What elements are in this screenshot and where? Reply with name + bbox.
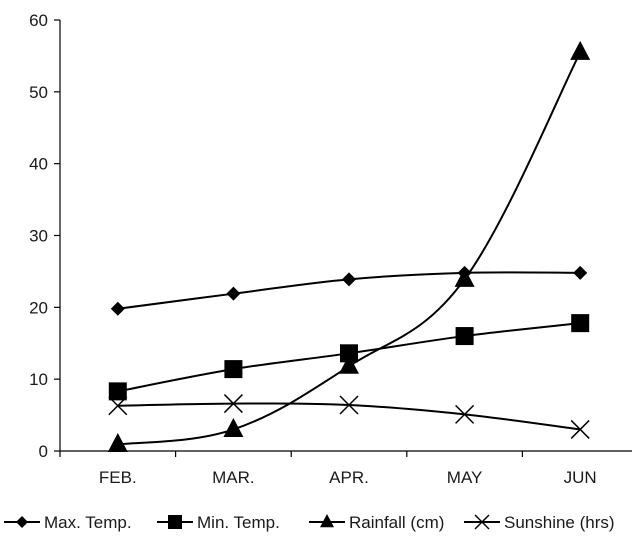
legend-label: Min. Temp. <box>197 513 280 532</box>
x-marker-stroke <box>108 396 128 416</box>
x-tick-label: MAY <box>447 468 483 487</box>
legend-label: Sunshine (hrs) <box>504 513 615 532</box>
x-tick-label: MAR. <box>212 468 255 487</box>
diamond-marker <box>110 301 125 316</box>
series-rainfall-cm <box>107 40 591 453</box>
square-marker <box>571 314 590 333</box>
x-tick-label: APR. <box>329 468 369 487</box>
x-marker-stroke <box>455 404 475 424</box>
legend-item: Sunshine (hrs) <box>464 513 615 532</box>
y-tick-label: 30 <box>29 227 48 246</box>
square-marker <box>108 382 127 401</box>
series-group <box>107 40 591 453</box>
legend-label: Rainfall (cm) <box>349 513 444 532</box>
triangle-marker <box>339 354 359 374</box>
legend-item: Min. Temp. <box>157 513 280 532</box>
series-line <box>117 402 581 431</box>
square-marker <box>224 360 243 379</box>
y-tick-label: 0 <box>39 442 48 461</box>
x-marker <box>570 419 590 439</box>
series-sunshine-hrs <box>108 394 590 439</box>
y-tick-label: 10 <box>29 370 48 389</box>
y-tick-label: 40 <box>29 155 48 174</box>
diamond-marker <box>573 265 588 280</box>
series-line <box>117 51 582 446</box>
diamond-marker <box>342 272 356 287</box>
y-tick-label: 20 <box>29 298 48 317</box>
legend-item: Rainfall (cm) <box>309 513 444 532</box>
y-tick-label: 50 <box>29 83 48 102</box>
x-marker <box>339 395 359 415</box>
x-marker-stroke <box>570 419 590 439</box>
x-marker <box>223 394 243 414</box>
triangle-marker <box>320 513 334 528</box>
x-marker <box>108 396 128 416</box>
x-marker <box>474 514 490 530</box>
x-axis-ticks: FEB. MAR. APR. MAY JUN <box>59 451 597 487</box>
legend: Max. Temp. Min. Temp. Rainfall (cm) Sunshin… <box>4 513 615 532</box>
legend-label: Max. Temp. <box>44 513 132 532</box>
diamond-marker <box>226 286 241 301</box>
x-marker <box>455 404 475 424</box>
x-tick-label: JUN <box>564 468 597 487</box>
x-marker-stroke <box>223 394 243 414</box>
y-axis-ticks: 0 10 20 30 40 50 60 <box>29 11 60 461</box>
square-marker <box>168 515 182 529</box>
square-marker <box>455 327 474 346</box>
diamond-marker <box>16 516 28 528</box>
x-tick-label: FEB. <box>99 468 137 487</box>
triangle-marker <box>223 417 244 437</box>
triangle-marker <box>570 40 591 60</box>
triangle-marker <box>454 267 475 287</box>
legend-item: Max. Temp. <box>4 513 132 532</box>
x-marker-stroke <box>474 514 490 530</box>
x-marker-stroke <box>339 395 359 415</box>
square-marker <box>340 344 358 363</box>
y-tick-label: 60 <box>29 11 48 30</box>
series-min-temp <box>108 314 590 401</box>
triangle-marker <box>107 433 128 453</box>
series-max-temp <box>110 265 588 316</box>
